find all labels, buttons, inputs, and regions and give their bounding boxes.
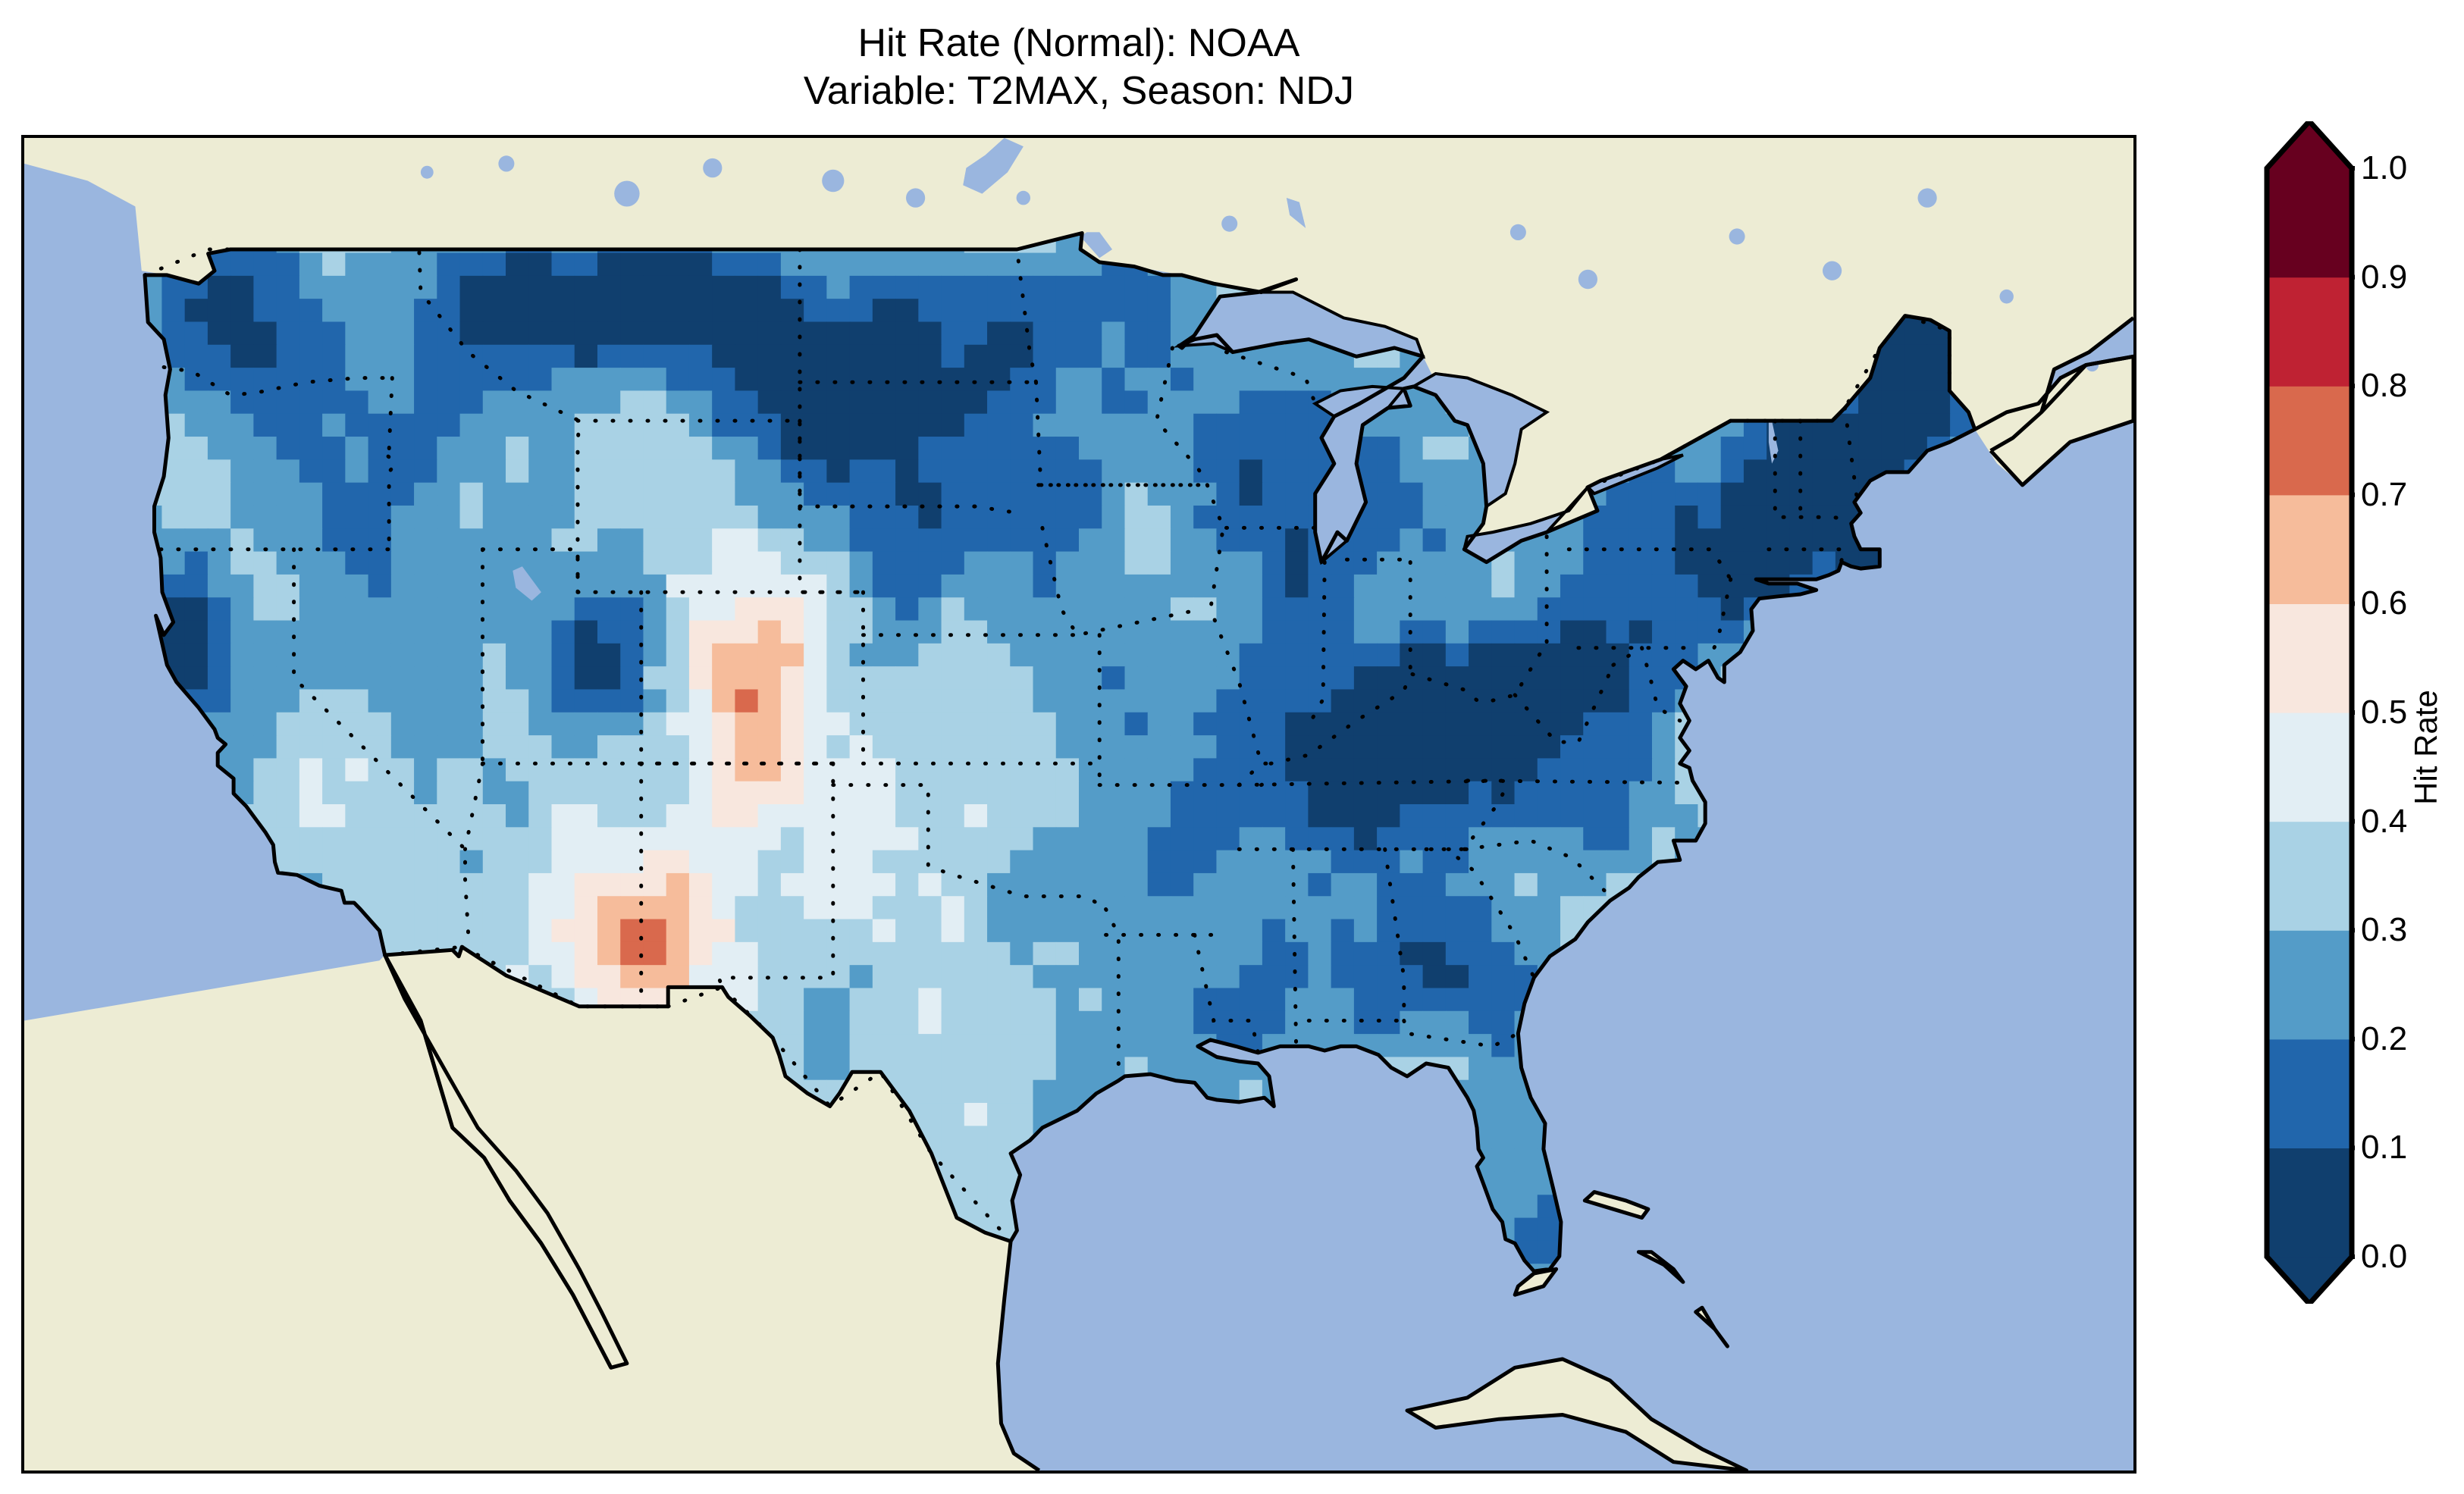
lake-of-the-woods-overlay xyxy=(1080,232,1112,258)
title-line-2: Variable: T2MAX, Season: NDJ xyxy=(803,69,1355,113)
colorbar-tick-0.2: 0.2 xyxy=(2361,1019,2408,1057)
lake-huron-overlay xyxy=(1413,373,1547,507)
lake-superior-shore xyxy=(1173,290,1426,359)
lake-winnipeg-overlay xyxy=(963,138,1024,194)
state-border-mn-sd-ia xyxy=(1034,380,1209,487)
small-lake-2 xyxy=(822,169,845,193)
land-canada xyxy=(24,138,2133,562)
state-border-nc-sc xyxy=(1462,838,1613,898)
lake-michigan-overlay xyxy=(1315,386,1404,562)
state-border-mo-ar-il xyxy=(1237,761,1273,788)
coast-bahamas-1 xyxy=(1582,1190,1651,1220)
state-border-sc-ga xyxy=(1456,856,1536,980)
lake-michigan-shore xyxy=(1312,384,1407,565)
state-border-ia-ne-mo xyxy=(1040,525,1203,637)
small-lake-4 xyxy=(498,155,515,172)
coast-cuba xyxy=(1405,1357,1749,1471)
colorbar-tick-0.8: 0.8 xyxy=(2361,367,2408,405)
state-border-ca-az xyxy=(459,877,471,949)
lake-superior-overlay xyxy=(1178,292,1423,357)
state-borders xyxy=(143,247,1951,1244)
lake-nipigon-overlay xyxy=(1287,198,1306,228)
coast-bahamas-2 xyxy=(1636,1250,1685,1284)
figure-title: Hit Rate (Normal): NOAA Variable: T2MAX,… xyxy=(0,0,2158,135)
lake-erie-shore xyxy=(1462,486,1589,564)
colorbar-tick-labels: 0.0 0.1 0.2 0.3 0.4 0.5 0.6 0.7 0.8 0.9 1.0 xyxy=(2361,121,2459,1304)
small-lake-7 xyxy=(1917,188,1937,208)
lake-ontario-shore xyxy=(1585,453,1684,496)
small-lake-11 xyxy=(1221,215,1238,232)
state-border-ny-canada xyxy=(1585,418,1835,490)
state-border-ky-mo-tn xyxy=(1259,778,1273,788)
state-border-ga-al xyxy=(1383,847,1406,1023)
state-border-ca-nv xyxy=(292,547,467,882)
state-border-la-ms xyxy=(1193,932,1260,1055)
colorbar-tick-0.6: 0.6 xyxy=(2361,584,2408,622)
small-lake-3 xyxy=(906,188,926,208)
small-lake-12 xyxy=(420,165,434,179)
state-border-mn-wi xyxy=(1154,346,1209,487)
state-border-il-in xyxy=(1306,560,1327,727)
colorbar: 0.0 0.1 0.2 0.3 0.4 0.5 0.6 0.7 0.8 0.9 1.0 xyxy=(2264,121,2407,1304)
lake-ontario-overlay xyxy=(1588,455,1683,494)
nova-scotia xyxy=(1989,354,2133,487)
lake-huron-shore xyxy=(1409,371,1550,509)
great-salt-lake-overlay xyxy=(513,566,541,601)
mexico-gulf-coast xyxy=(995,1241,1041,1471)
small-lake-6 xyxy=(1729,228,1745,245)
state-border-ut-id xyxy=(481,547,580,594)
small-lake-13 xyxy=(1999,289,2014,304)
colorbar-swatches xyxy=(2264,121,2355,1304)
coast-bahamas-3 xyxy=(1694,1305,1729,1348)
conus-hit-rate-map xyxy=(24,138,2133,1471)
small-lake-1 xyxy=(703,158,723,178)
state-border-va-wv-md xyxy=(1611,646,1644,667)
state-border-me-canada xyxy=(1842,313,1951,410)
state-border-nc-tn xyxy=(1424,778,1511,851)
colorbar-tick-0.4: 0.4 xyxy=(2361,802,2408,840)
colorbar-tick-0.0: 0.0 xyxy=(2361,1238,2408,1275)
mexico-coast xyxy=(383,954,613,1369)
state-border-tx-mex xyxy=(719,985,1013,1244)
colorbar-axis-label: Hit Rate xyxy=(2403,0,2449,1494)
state-border-az-mex xyxy=(459,944,670,1009)
small-lake-10 xyxy=(1016,190,1031,205)
lake-champlain-overlay xyxy=(1768,421,1779,464)
colorbar-tick-0.3: 0.3 xyxy=(2361,911,2408,949)
colorbar-tick-0.1: 0.1 xyxy=(2361,1129,2408,1167)
gulf-st-lawrence xyxy=(2039,316,2133,413)
land-bahamas-1 xyxy=(1585,1192,1648,1218)
colorbar-tick-1.0: 1.0 xyxy=(2361,149,2408,186)
coast-florida-keys xyxy=(1513,1267,1559,1297)
map-axes xyxy=(21,135,2136,1474)
land-florida-keys xyxy=(1515,1269,1556,1295)
land-cuba xyxy=(1407,1359,1747,1471)
small-lake-9 xyxy=(1509,224,1526,240)
small-lake-8 xyxy=(1578,269,1597,290)
title-line-1: Hit Rate (Normal): NOAA xyxy=(857,20,1300,65)
colorbar-axis-label-text: Hit Rate xyxy=(2408,689,2444,805)
small-lake-5 xyxy=(1823,261,1842,280)
state-border-tx-la-ar xyxy=(1104,907,1121,1079)
colorbar-tick-0.7: 0.7 xyxy=(2361,475,2408,513)
state-border-ma-ct-ri xyxy=(1766,547,1848,573)
small-lake-0 xyxy=(614,180,640,207)
colorbar-tick-0.5: 0.5 xyxy=(2361,694,2408,731)
state-border-md-va-de xyxy=(1640,646,1682,723)
colorbar-tick-0.9: 0.9 xyxy=(2361,258,2408,296)
state-border-id-wa-or xyxy=(378,376,398,552)
state-border-nm-tx xyxy=(716,761,835,989)
state-border-wa-canada xyxy=(143,247,422,277)
